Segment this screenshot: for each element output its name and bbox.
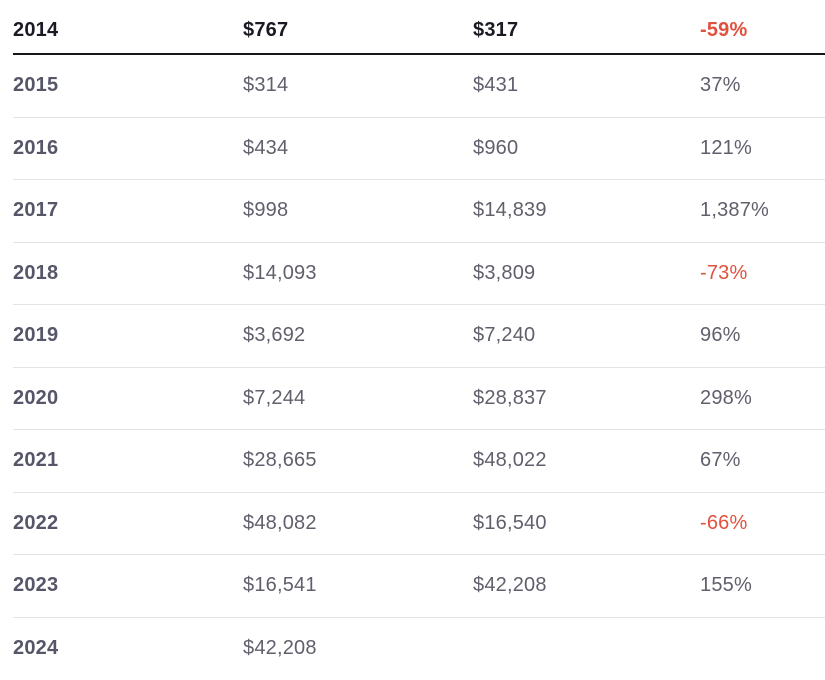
value1-cell: $16,541 bbox=[243, 574, 317, 597]
table-row: 2022 $48,082 $16,540 -66% bbox=[13, 493, 825, 555]
change-cell: 155% bbox=[700, 574, 752, 597]
year-cell: 2020 bbox=[13, 386, 59, 409]
value2-cell: $48,022 bbox=[473, 449, 547, 472]
table-row: 2017 $998 $14,839 1,387% bbox=[13, 180, 825, 243]
value1-cell: $14,093 bbox=[243, 261, 317, 284]
year-cell: 2019 bbox=[13, 324, 59, 347]
table-row: 2014 $767 $317 -59% bbox=[13, 0, 825, 55]
value1-cell: $42,208 bbox=[243, 637, 317, 660]
table-row: 2021 $28,665 $48,022 67% bbox=[13, 430, 825, 493]
change-cell: -73% bbox=[700, 261, 748, 284]
value1-cell: $48,082 bbox=[243, 511, 317, 534]
table-row: 2019 $3,692 $7,240 96% bbox=[13, 305, 825, 368]
year-cell: 2016 bbox=[13, 136, 59, 159]
value2-cell: $7,240 bbox=[473, 324, 536, 347]
change-cell: 298% bbox=[700, 386, 752, 409]
table-row: 2018 $14,093 $3,809 -73% bbox=[13, 243, 825, 305]
value1-cell: $7,244 bbox=[243, 386, 306, 409]
change-cell: -59% bbox=[700, 19, 748, 41]
change-cell: 67% bbox=[700, 449, 741, 472]
value2-cell: $317 bbox=[473, 19, 519, 41]
change-cell: 1,387% bbox=[700, 199, 770, 222]
value2-cell: $3,809 bbox=[473, 261, 536, 284]
year-cell: 2015 bbox=[13, 74, 59, 97]
value1-cell: $3,692 bbox=[243, 324, 306, 347]
value2-cell: $28,837 bbox=[473, 386, 547, 409]
table-row: 2016 $434 $960 121% bbox=[13, 118, 825, 180]
year-cell: 2014 bbox=[13, 19, 59, 41]
table-row: 2024 $42,208 bbox=[13, 618, 825, 680]
year-cell: 2018 bbox=[13, 261, 59, 284]
value2-cell: $960 bbox=[473, 136, 519, 159]
table-row: 2015 $314 $431 37% bbox=[13, 55, 825, 118]
year-cell: 2022 bbox=[13, 511, 59, 534]
value1-cell: $314 bbox=[243, 74, 289, 97]
value2-cell: $42,208 bbox=[473, 574, 547, 597]
year-cell: 2021 bbox=[13, 449, 59, 472]
year-cell: 2023 bbox=[13, 574, 59, 597]
change-cell: 96% bbox=[700, 324, 741, 347]
change-cell: 121% bbox=[700, 136, 752, 159]
value1-cell: $434 bbox=[243, 136, 289, 159]
value2-cell: $16,540 bbox=[473, 511, 547, 534]
value1-cell: $767 bbox=[243, 19, 289, 41]
change-cell: -66% bbox=[700, 511, 748, 534]
table-row: 2020 $7,244 $28,837 298% bbox=[13, 368, 825, 430]
value2-cell: $14,839 bbox=[473, 199, 547, 222]
change-cell: 37% bbox=[700, 74, 741, 97]
year-cell: 2017 bbox=[13, 199, 59, 222]
year-cell: 2024 bbox=[13, 637, 59, 660]
value1-cell: $28,665 bbox=[243, 449, 317, 472]
value1-cell: $998 bbox=[243, 199, 289, 222]
value2-cell: $431 bbox=[473, 74, 519, 97]
table-row: 2023 $16,541 $42,208 155% bbox=[13, 555, 825, 618]
